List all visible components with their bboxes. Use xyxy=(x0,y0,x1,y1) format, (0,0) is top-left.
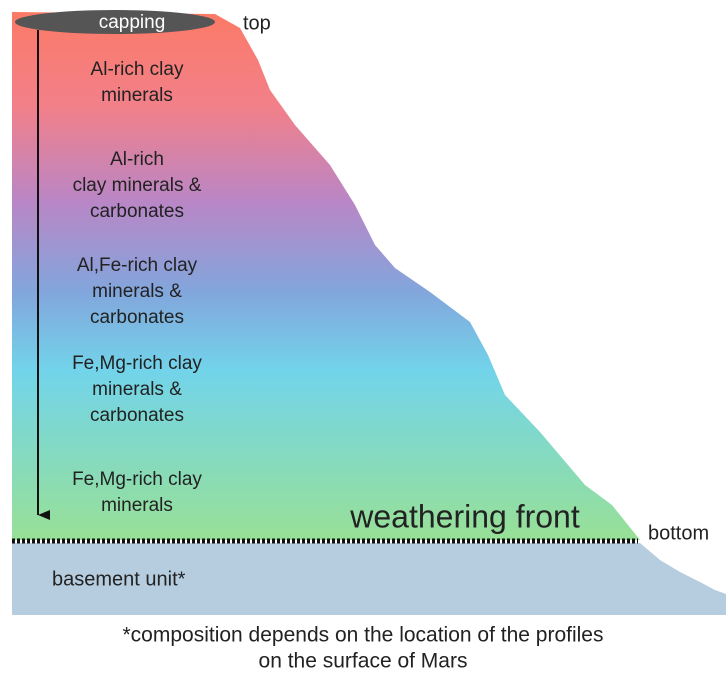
layer-label: minerals xyxy=(101,495,173,516)
layer-label: Fe,Mg-rich clay xyxy=(72,469,202,490)
layer-label: Al,Fe-rich clay xyxy=(77,255,198,276)
layer-label: Al-rich clay xyxy=(91,59,184,80)
weathering-profile xyxy=(12,12,640,540)
capping-label: capping xyxy=(99,12,166,33)
layer-labels: Al-rich clay minerals Al-rich clay miner… xyxy=(72,59,202,516)
layer-label: minerals & xyxy=(92,379,182,400)
capping-layer xyxy=(15,10,215,34)
layer-label: carbonates xyxy=(90,405,184,426)
layer-label: carbonates xyxy=(90,307,184,328)
layer-label: Al-rich xyxy=(110,149,164,170)
layer-label: clay minerals & xyxy=(73,175,202,196)
bottom-label: bottom xyxy=(648,522,709,544)
basement-unit xyxy=(12,543,726,615)
layer-label: Fe,Mg-rich clay xyxy=(72,353,202,374)
weathering-front-label: weathering front xyxy=(349,498,580,534)
basement-label: basement unit* xyxy=(52,568,186,590)
footnote: on the surface of Mars xyxy=(259,650,468,673)
top-label: top xyxy=(243,12,271,34)
layer-label: carbonates xyxy=(90,201,184,222)
footnote: *composition depends on the location of … xyxy=(123,624,604,647)
layer-label: minerals & xyxy=(92,281,182,302)
layer-label: minerals xyxy=(101,85,173,106)
